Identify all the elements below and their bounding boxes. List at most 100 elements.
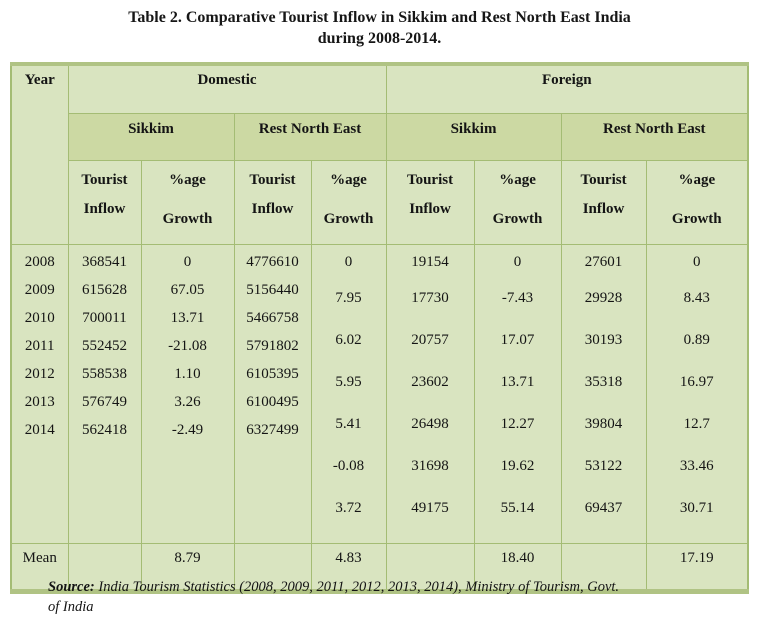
cell-value: -0.08 [332,458,365,474]
cell-value: 19.62 [500,458,535,474]
header-foreign-sikkim-tourist-inflow: Tourist Inflow [385,160,475,245]
cell-value: 35318 [584,374,623,390]
cell-value: 49175 [411,500,449,516]
cell-value: 55.14 [500,500,535,516]
cell-value: 67.05 [170,282,205,298]
cell-value: 0 [513,254,522,270]
cell-value: -21.08 [168,338,207,354]
cell-value: -7.43 [501,290,534,306]
cell-value: 30.71 [679,500,714,516]
cell-value: 2010 [24,310,55,326]
cell-value: 5466758 [246,310,299,326]
cell-value: 33.46 [679,458,714,474]
cell-value: 17.07 [500,332,535,348]
header-domestic-rne-pct-growth: %age Growth [310,160,387,245]
cell-value: 5.95 [335,374,362,390]
column-domestic-rne-inflow: 4776610 5156440 5466758 5791802 6105395 61004… [233,244,312,544]
cell-value: 12.27 [500,416,535,432]
header-foreign: Foreign [385,63,749,114]
mean-domestic-sikkim-growth: 8.79 [140,543,235,592]
cell-value: 4776610 [246,254,299,270]
column-foreign-sikkim-inflow: 19154 17730 20757 23602 26498 31698 49175 [385,244,475,544]
cell-value: -2.49 [171,422,204,438]
cell-value: 8.43 [683,290,710,306]
header-line: Growth [162,211,213,227]
source-text: India Tourism Statistics (2008, 2009, 20… [94,579,620,595]
cell-value: 2008 [24,254,55,270]
cell-value: 13.71 [170,310,205,326]
cell-value: 31698 [411,458,449,474]
cell-value: 3.26 [174,394,201,410]
cell-value: 26498 [411,416,449,432]
cell-value: 6327499 [246,422,299,438]
mean-foreign-rne-inflow-empty [560,543,647,592]
header-line: Tourist [580,172,627,188]
header-domestic-sikkim: Sikkim [67,113,235,161]
cell-value: 29928 [584,290,623,306]
cell-value: 19154 [411,254,449,270]
cell-value: 6100495 [246,394,299,410]
table-title: Table 2. Comparative Tourist Inflow in S… [0,7,759,49]
mean-domestic-rne-growth: 4.83 [310,543,387,592]
tourist-inflow-table: Year Domestic Foreign Sikkim Rest North … [10,62,750,594]
cell-value: 615628 [82,282,127,298]
header-line: Inflow [83,201,126,217]
cell-value: 562418 [82,422,127,438]
header-domestic: Domestic [67,63,387,114]
cell-value: 5156440 [246,282,299,298]
source-label: Source: [48,579,95,595]
cell-value: 0 [183,254,192,270]
cell-value: 69437 [584,500,623,516]
header-line: Tourist [406,172,454,188]
cell-value: 39804 [584,416,623,432]
column-foreign-rne-inflow: 27601 29928 30193 35318 39804 53122 69437 [560,244,647,544]
cell-value: 2014 [24,422,55,438]
header-foreign-rest-north-east: Rest North East [560,113,749,161]
source-note: Source: India Tourism Statistics (2008, … [48,577,728,617]
table-title-line1: Table 2. Comparative Tourist Inflow in S… [128,9,631,26]
mean-foreign-sikkim-growth: 18.40 [473,543,562,592]
header-domestic-sikkim-pct-growth: %age Growth [140,160,235,245]
header-line: %age [678,172,716,188]
header-line: Growth [492,211,543,227]
header-line: Tourist [249,172,296,188]
column-domestic-rne-growth: 0 7.95 6.02 5.95 5.41 -0.08 3.72 [310,244,387,544]
cell-value: 2011 [25,338,55,354]
header-foreign-sikkim-pct-growth: %age Growth [473,160,562,245]
cell-value: 5791802 [246,338,299,354]
mean-foreign-rne-growth: 17.19 [645,543,749,592]
header-line: Growth [671,211,722,227]
header-line: %age [499,172,536,188]
header-domestic-rne-tourist-inflow: Tourist Inflow [233,160,312,245]
cell-value: 1.10 [174,366,201,382]
header-line: Inflow [582,201,625,217]
header-line: Inflow [251,201,294,217]
cell-value: 6.02 [335,332,362,348]
cell-value: 2009 [24,282,55,298]
column-years: 2008 2009 2010 2011 2012 2013 2014 [10,244,69,544]
header-domestic-rest-north-east: Rest North East [233,113,387,161]
header-domestic-sikkim-tourist-inflow: Tourist Inflow [67,160,142,245]
header-foreign-sikkim: Sikkim [385,113,562,161]
cell-value: 2013 [24,394,55,410]
cell-value: 552452 [82,338,127,354]
cell-value: 368541 [82,254,127,270]
cell-value: 30193 [584,332,623,348]
cell-value: 16.97 [679,374,714,390]
column-foreign-rne-growth: 0 8.43 0.89 16.97 12.7 33.46 30.71 [645,244,749,544]
cell-value: 12.7 [683,416,710,432]
header-foreign-rne-tourist-inflow: Tourist Inflow [560,160,647,245]
cell-value: 0.89 [683,332,710,348]
header-line: Tourist [81,172,128,188]
cell-value: 5.41 [335,416,362,432]
cell-value: 576749 [82,394,127,410]
header-line: Inflow [409,201,451,217]
cell-value: 17730 [411,290,449,306]
column-domestic-sikkim-inflow: 368541 615628 700011 552452 558538 576749 5624… [67,244,142,544]
cell-value: 23602 [411,374,449,390]
cell-value: 20757 [411,332,449,348]
cell-value: 700011 [82,310,127,326]
cell-value: 27601 [584,254,623,270]
cell-value: 2012 [24,366,55,382]
source-line1: Source: India Tourism Statistics (2008, … [48,577,728,597]
